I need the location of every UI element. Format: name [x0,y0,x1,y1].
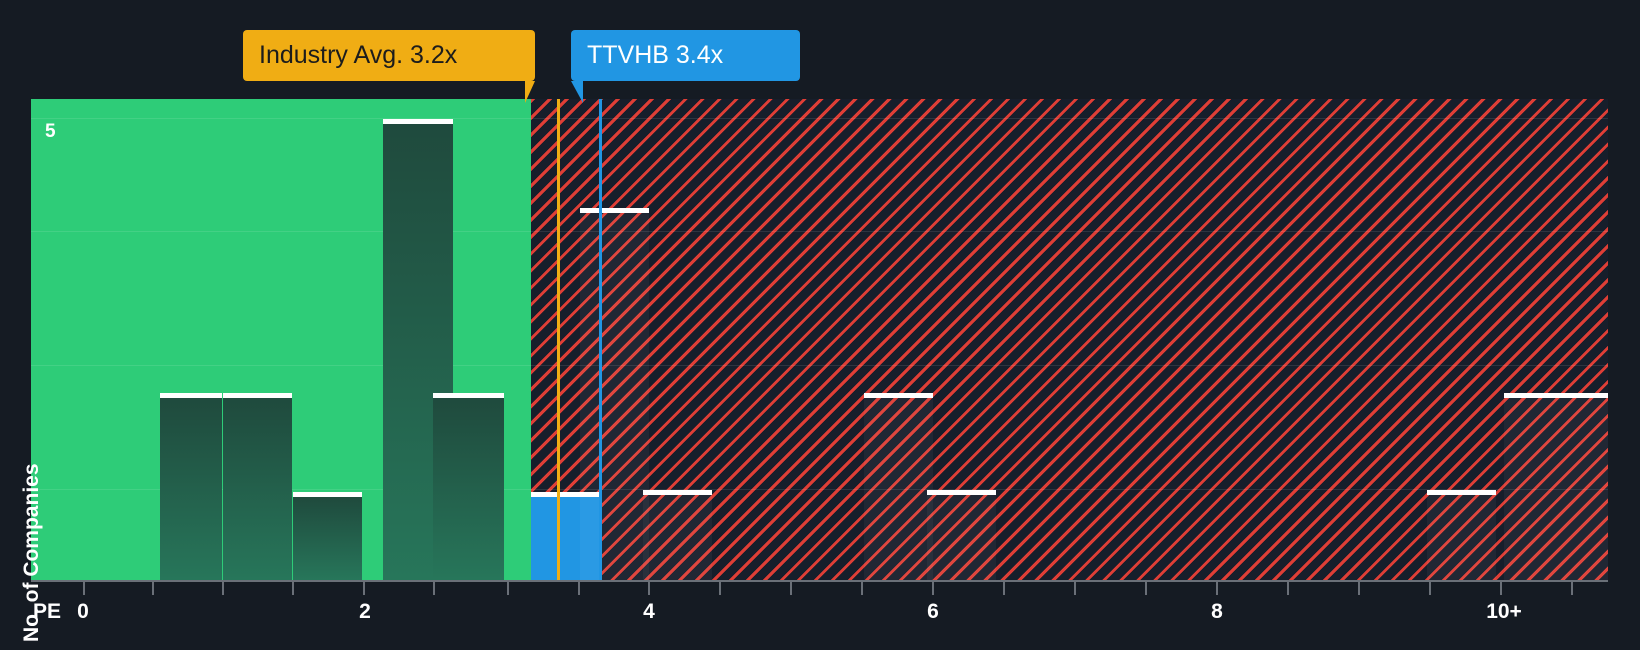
x-tick-35 [578,582,580,595]
x-tick-75 [1145,582,1147,595]
bar-3[interactable] [293,492,362,580]
bar-10[interactable] [1427,490,1496,580]
expensive-zone [531,99,1608,580]
plot-area: 5 [31,99,1608,580]
x-tick-9 [1358,582,1360,595]
x-tick-1 [222,582,224,595]
x-tick-0 [83,582,85,595]
bar-5[interactable] [433,393,504,580]
company-callout-tail [571,81,583,103]
bar-9[interactable] [927,490,996,580]
x-tick-4 [648,582,650,595]
x-tick-8 [1216,582,1218,595]
company-marker-line [599,99,602,580]
x-tick-5 [790,582,792,595]
x-label-6: 6 [927,600,939,623]
x-tick-45 [719,582,721,595]
industry-average-callout-label: Industry Avg. 3.2x [259,41,458,69]
hatch-pattern [531,99,1608,580]
bar-highlight[interactable] [531,492,600,580]
x-tick-3 [507,582,509,595]
bar-7[interactable] [643,490,712,580]
industry-average-callout-tail [525,81,535,103]
bar-1[interactable] [160,393,222,580]
company-callout[interactable]: TTVHB 3.4x [571,30,800,103]
bar-8[interactable] [864,393,933,580]
company-callout-label: TTVHB 3.4x [587,41,724,69]
bar-11[interactable] [1504,393,1608,580]
x-axis-prefix-label: PE [33,600,62,623]
x-tick-55 [861,582,863,595]
x-tick-05 [152,582,154,595]
industry-average-marker-line [557,99,560,580]
x-label-2: 2 [359,600,371,623]
x-tick-15 [292,582,294,595]
x-tick-7 [1074,582,1076,595]
x-tick-105 [1571,582,1573,595]
x-axis-line [31,580,1608,582]
x-tick-6 [932,582,934,595]
x-tick-95 [1429,582,1431,595]
bar-6[interactable] [580,208,649,580]
x-label-10plus: 10+ [1486,600,1522,623]
y-axis-value-5: 5 [45,121,56,142]
x-tick-10 [1500,582,1502,595]
industry-average-callout[interactable]: Industry Avg. 3.2x [243,30,535,103]
x-label-8: 8 [1211,600,1223,623]
x-tick-65 [1003,582,1005,595]
x-label-4: 4 [643,600,655,623]
x-tick-85 [1287,582,1289,595]
x-tick-25 [433,582,435,595]
x-tick-2 [363,582,365,595]
bar-2[interactable] [223,393,292,580]
x-label-0: 0 [77,600,89,623]
